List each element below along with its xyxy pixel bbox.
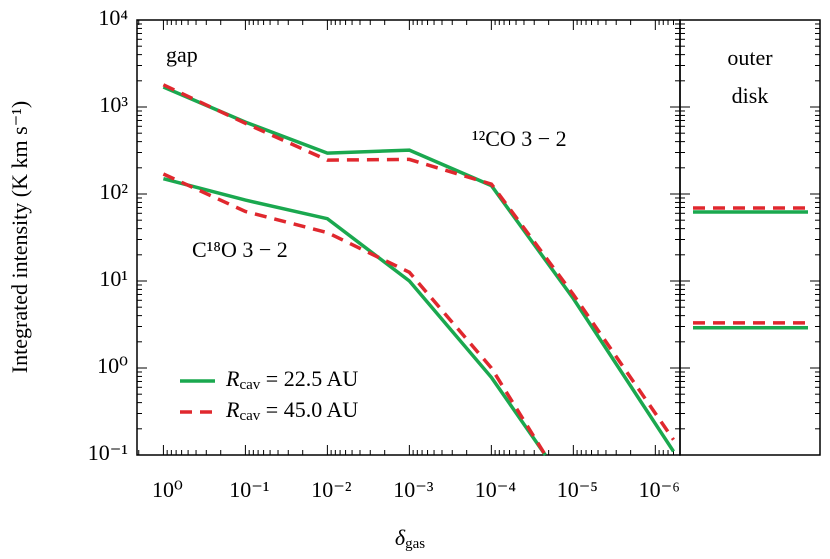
x-tick-label: 10⁻⁵ <box>557 477 598 502</box>
annotation: gap <box>166 42 198 67</box>
x-axis-label: δgas <box>395 525 425 552</box>
x-tick-label: 10⁻¹ <box>229 477 269 502</box>
y-tick-label: 10² <box>99 179 128 204</box>
annotation: disk <box>732 83 769 108</box>
x-tick-label: 10⁻³ <box>393 477 434 502</box>
x-tick-label: 10⁰ <box>152 477 183 502</box>
annotation: ¹²CO 3 − 2 <box>472 126 567 151</box>
series-line <box>162 83 675 441</box>
x-tick-label: 10⁻⁶ <box>639 477 680 502</box>
y-tick-label: 10⁻¹ <box>88 440 128 465</box>
y-tick-label: 10¹ <box>99 266 128 291</box>
series-line <box>162 172 547 456</box>
series-line <box>162 85 675 453</box>
annotation: C¹⁸O 3 − 2 <box>192 237 288 262</box>
x-tick-label: 10⁻⁴ <box>475 477 517 502</box>
annotation: outer <box>727 45 773 70</box>
outer-frame <box>679 19 821 456</box>
legend-label: Rcav = 45.0 AU <box>225 397 358 424</box>
series-line <box>162 177 547 456</box>
y-axis-label: Integrated intensity (K km s⁻¹) <box>7 101 32 373</box>
y-tick-label: 10⁴ <box>98 5 128 30</box>
legend-label: Rcav = 22.5 AU <box>225 366 358 393</box>
y-tick-label: 10⁰ <box>97 353 128 378</box>
x-tick-label: 10⁻² <box>311 477 352 502</box>
y-tick-label: 10³ <box>99 92 128 117</box>
